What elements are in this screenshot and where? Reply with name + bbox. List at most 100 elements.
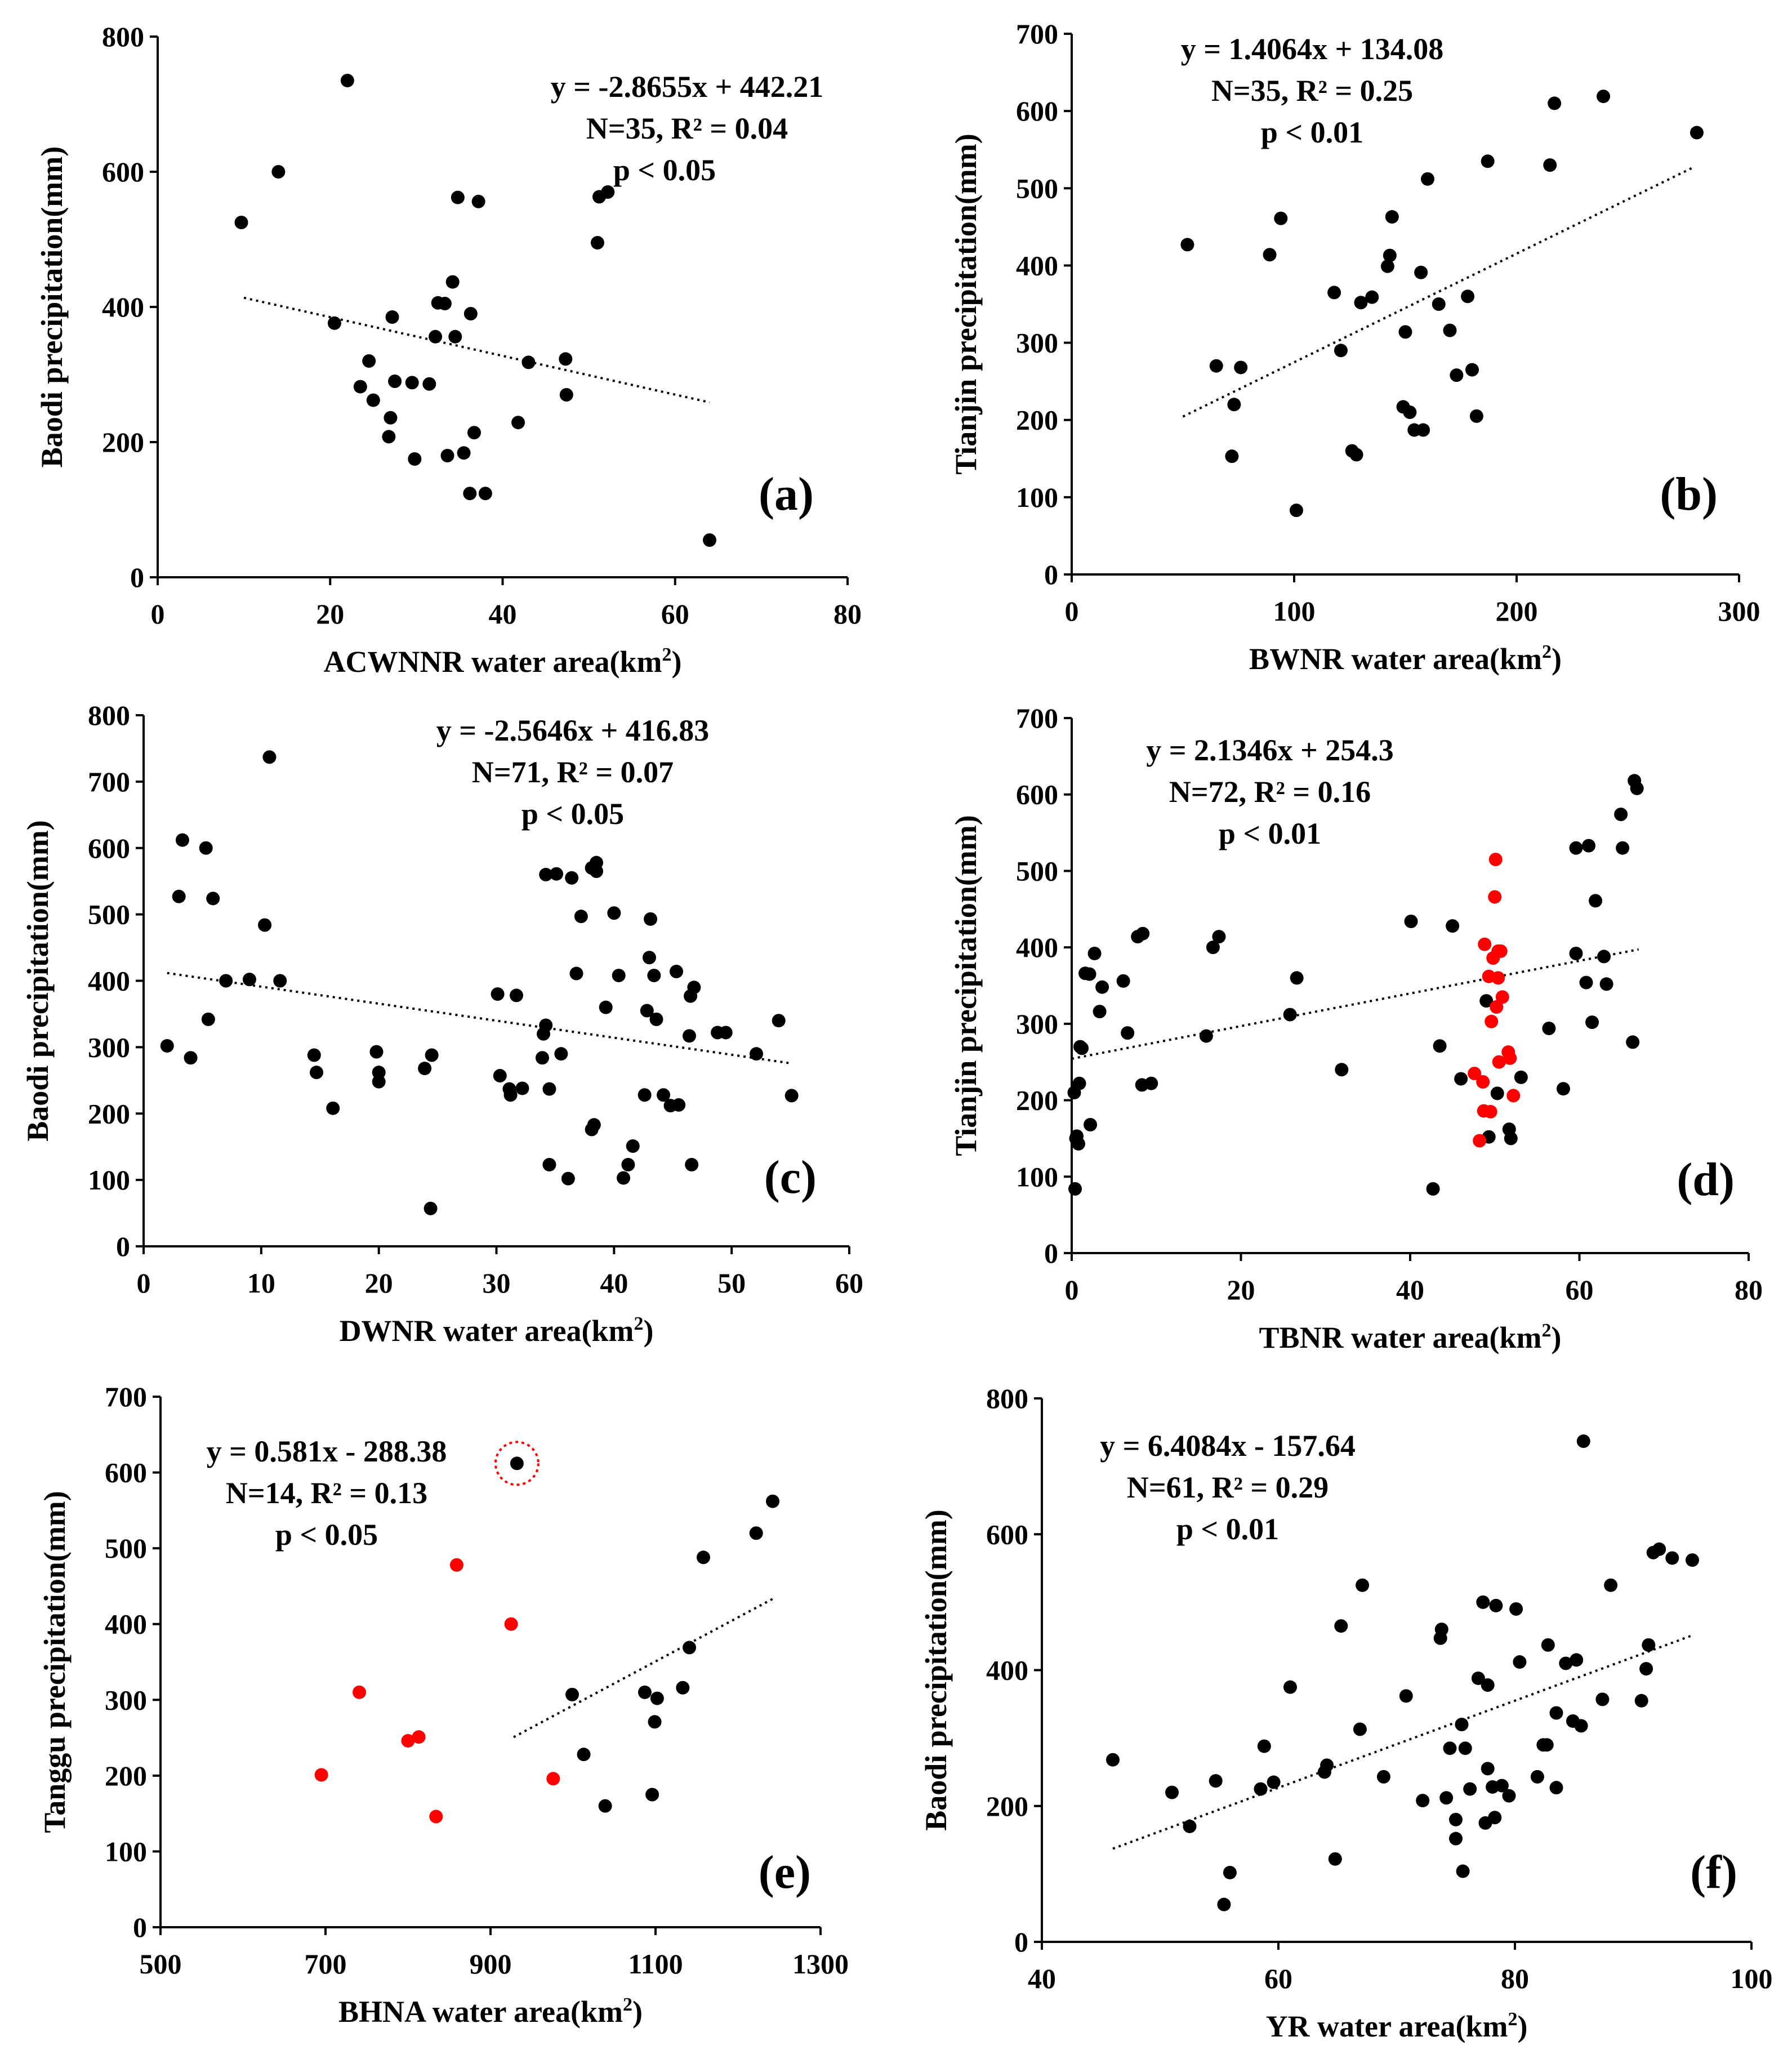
y-tick-label: 800 <box>88 699 130 731</box>
y-tick-label: 700 <box>1016 18 1058 50</box>
data-point <box>1471 1671 1485 1685</box>
data-point <box>1465 363 1479 377</box>
data-point <box>1414 265 1428 279</box>
x-axis-label: YR water area(km2) <box>1266 2009 1528 2043</box>
trend-line <box>1182 166 1695 418</box>
y-tick-label: 400 <box>105 1608 147 1640</box>
data-point <box>1642 1638 1656 1652</box>
data-point <box>1072 1076 1086 1090</box>
data-point <box>1549 1706 1563 1720</box>
y-tick-label: 500 <box>105 1532 147 1564</box>
data-point <box>1093 1005 1107 1019</box>
data-point <box>685 1158 699 1172</box>
data-point <box>309 1066 323 1080</box>
data-point <box>676 1681 690 1695</box>
highlighted-data-point <box>1483 1104 1497 1118</box>
regression-equation: y = 1.4064x + 134.08 <box>1181 32 1444 66</box>
y-tick-label: 0 <box>116 1231 130 1262</box>
x-tick-label: 20 <box>1227 1274 1255 1305</box>
data-point <box>1569 947 1583 960</box>
x-axis-label: ACWNNR water area(km2) <box>324 644 682 679</box>
highlighted-data-point <box>1492 1055 1506 1069</box>
data-point <box>1068 1182 1082 1196</box>
highlighted-data-point <box>429 1810 443 1824</box>
data-point <box>440 449 454 462</box>
panel-label: (c) <box>764 1151 817 1204</box>
highlighted-data-point <box>449 1558 463 1572</box>
data-point <box>1354 296 1368 310</box>
data-point <box>1576 1434 1590 1448</box>
data-point <box>493 1069 507 1083</box>
y-tick-label: 0 <box>1044 1237 1058 1269</box>
data-point <box>1116 974 1130 988</box>
data-point <box>199 841 213 855</box>
data-point <box>1589 894 1603 908</box>
data-point <box>1504 1131 1518 1146</box>
y-tick-label: 100 <box>105 1835 147 1867</box>
highlighted-data-point <box>314 1768 328 1782</box>
data-point <box>1432 297 1446 311</box>
x-tick-label: 700 <box>305 1948 347 1980</box>
data-point <box>682 1029 696 1043</box>
x-tick-label: 500 <box>140 1948 182 1980</box>
data-point <box>1559 1656 1573 1670</box>
regression-stats: N=35, R² = 0.04 <box>586 112 788 145</box>
data-point <box>206 892 220 906</box>
data-point <box>1365 290 1379 304</box>
data-point <box>418 1062 432 1076</box>
regression-equation: y = 0.581x - 288.38 <box>207 1434 447 1468</box>
data-point <box>1353 1722 1367 1736</box>
data-point <box>1556 1082 1570 1096</box>
y-tick-label: 400 <box>1016 932 1058 963</box>
data-point <box>1209 1774 1223 1788</box>
data-point <box>772 1014 786 1028</box>
regression-equation: y = -2.8655x + 442.21 <box>551 70 824 104</box>
y-tick-label: 100 <box>1016 482 1058 513</box>
x-tick-label: 60 <box>1264 1963 1292 1994</box>
data-point <box>626 1139 640 1153</box>
data-point <box>657 1088 671 1102</box>
y-tick-label: 300 <box>1016 1008 1058 1040</box>
x-tick-label: 60 <box>661 598 689 630</box>
y-tick-label: 200 <box>1016 404 1058 436</box>
data-point <box>1404 915 1418 928</box>
data-point <box>1087 947 1102 960</box>
panel-a: 0 200 400 600 800 0 20 40 60 80 ACWNNR water area(… <box>35 21 862 679</box>
data-point <box>1574 1719 1588 1733</box>
y-tick-label: 600 <box>102 156 144 188</box>
highlighted-data-point <box>1485 1014 1499 1028</box>
x-tick-label: 80 <box>833 598 862 630</box>
data-point <box>1489 1598 1503 1612</box>
data-point <box>1639 1662 1653 1676</box>
data-point <box>621 1158 635 1172</box>
trend-line <box>1112 1634 1693 1850</box>
x-tick-label: 40 <box>489 598 517 630</box>
x-tick-label: 30 <box>483 1267 511 1299</box>
data-point <box>1479 994 1494 1008</box>
data-point <box>385 310 399 324</box>
highlighted-data-point <box>1488 890 1502 904</box>
data-point <box>1443 323 1457 337</box>
y-axis-label: Tianjin precipitation(mm) <box>949 815 983 1156</box>
data-point <box>1542 1022 1556 1035</box>
data-point <box>719 1026 733 1040</box>
data-point <box>1614 808 1628 821</box>
data-point <box>696 1550 710 1565</box>
data-point <box>1449 1831 1463 1846</box>
data-point <box>1595 1692 1610 1706</box>
data-point <box>491 987 505 1001</box>
data-point <box>1443 1741 1457 1755</box>
data-point <box>1549 1781 1563 1795</box>
data-point <box>467 426 481 440</box>
significance-label: p < 0.05 <box>521 797 624 831</box>
data-point <box>1165 1785 1179 1799</box>
panel-label: (e) <box>759 1846 811 1899</box>
data-point <box>471 194 485 208</box>
data-point <box>515 1081 529 1095</box>
data-point <box>1597 950 1611 964</box>
highlighted-data-point <box>1476 1075 1490 1089</box>
y-axis-label: Baodi precipitation(mm) <box>919 1509 953 1830</box>
highlighted-data-point <box>1478 937 1492 951</box>
data-point <box>535 1051 549 1065</box>
data-point <box>1403 405 1417 419</box>
